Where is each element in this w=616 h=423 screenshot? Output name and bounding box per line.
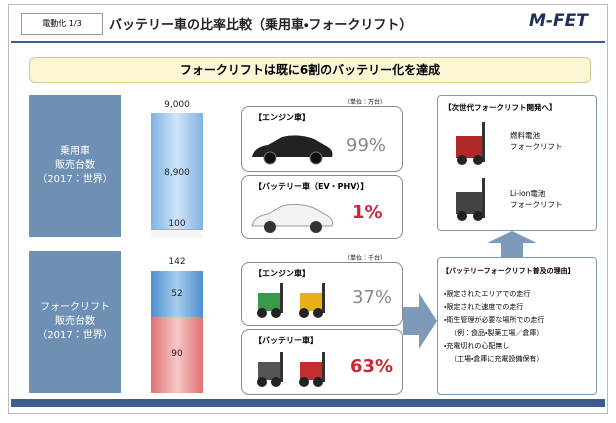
passenger-bar-battery <box>151 229 203 238</box>
card: 【エンジン車】 37% <box>241 262 403 326</box>
logo: M-FET <box>529 11 588 31</box>
engine-count: 52 <box>171 289 183 299</box>
item: Li-ion電池フォークリフト <box>510 188 563 210</box>
section-label: 電動化 1/3 <box>21 13 103 35</box>
battery-count: 100 <box>168 219 186 229</box>
battery-count: 90 <box>171 349 183 359</box>
panel-title: 【次世代フォークリフト開発へ】 <box>444 103 557 112</box>
item-line: Li-ion電池 <box>510 189 546 198</box>
forklift-icon <box>456 122 485 165</box>
card: 【エンジン車】 99% <box>241 106 403 172</box>
item-line: フォークリフト <box>510 142 563 151</box>
next-gen-panel: 【次世代フォークリフト開発へ】 燃料電池 フォークリフト Li-ion電池 フォーク… <box>437 95 597 231</box>
arrow-right <box>403 293 437 349</box>
reason: （工場・倉庫に充電設備保有） <box>450 355 544 363</box>
reason: ・限定されたエリアでの走行 <box>444 290 531 298</box>
unit: （単位：万台） <box>344 99 387 106</box>
card-title: 【エンジン車】 <box>254 113 310 122</box>
panel-title: 【バッテリーフォークリフト普及の理由】 <box>442 267 575 275</box>
forklift-icon <box>257 283 325 318</box>
forklift-label: フォークリフト 販売台数 （2017：世界） <box>29 251 121 393</box>
label-line: 販売台数 <box>55 316 95 327</box>
header <box>11 7 605 43</box>
reason: ・限定された速度での走行 <box>444 303 524 311</box>
card-title: 【エンジン車】 <box>254 269 310 278</box>
reason: （例：食品・製薬工場／倉庫） <box>450 329 544 337</box>
reason-list: ・限定されたエリアでの走行 ・限定された速度での走行・衛生管理が必要な場所での走行… <box>444 288 544 366</box>
label-line: （2017：世界） <box>37 174 113 185</box>
card: 【バッテリー車（EV・PHV）】 1% <box>241 175 403 239</box>
car-icon <box>251 203 333 233</box>
item-line: フォークリフト <box>510 200 563 209</box>
label-line: 販売台数 <box>55 160 95 171</box>
footer-bar <box>11 399 605 407</box>
passenger-label: 乗用車 販売台数 （2017：世界） <box>29 95 121 237</box>
total: 9,000 <box>164 100 190 110</box>
item-line: 燃料電池 <box>510 131 540 140</box>
forklift-icon <box>257 352 325 387</box>
share: 37% <box>352 287 393 308</box>
forklift-bar-engine <box>151 271 203 317</box>
reason: ・充電切れの心配無し <box>444 342 510 350</box>
label-line: 乗用車 <box>60 146 90 157</box>
label-line: （2017：世界） <box>37 330 113 341</box>
arrow-up <box>487 231 537 257</box>
card: 【バッテリー車】 63% <box>241 329 403 395</box>
slide: 電動化 1/3 バッテリー車の比率比較（乗用車・フォークリフト） M-FET フ… <box>8 4 608 414</box>
car-icon <box>252 135 333 165</box>
card-title: 【バッテリー車】 <box>254 336 318 345</box>
reason: ・衛生管理が必要な場所での走行 <box>444 316 545 324</box>
slide-title: バッテリー車の比率比較（乗用車・フォークリフト） <box>109 18 413 33</box>
engine-count: 8,900 <box>164 168 190 178</box>
card-title: 【バッテリー車（EV・PHV）】 <box>254 182 369 191</box>
label-line: フォークリフト <box>40 302 110 313</box>
total: 142 <box>168 257 186 267</box>
passenger-bar <box>151 113 203 237</box>
item: 燃料電池フォークリフト <box>510 130 563 152</box>
forklift-icon <box>456 178 485 221</box>
reasons-panel: 【バッテリーフォークリフト普及の理由】 ・限定されたエリアでの走行 ・限定された速… <box>437 257 597 395</box>
banner: フォークリフトは既に6割のバッテリー化を達成 <box>29 57 591 83</box>
share: 63% <box>350 356 394 377</box>
forklift-bar-battery <box>151 317 203 393</box>
unit: （単位：千台） <box>344 255 387 262</box>
share: 1% <box>352 202 383 223</box>
share: 99% <box>346 135 387 156</box>
